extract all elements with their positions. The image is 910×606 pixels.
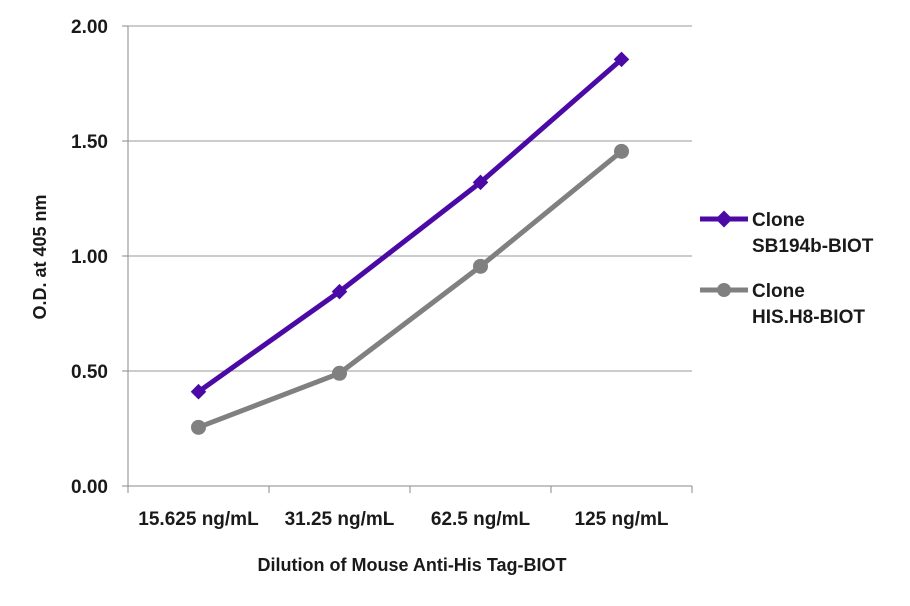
legend-label-hish8-line1: Clone xyxy=(752,281,805,302)
legend-label-sb194b-line1: Clone xyxy=(752,210,805,231)
series-layer xyxy=(190,51,630,435)
series-0-point-2 xyxy=(472,174,489,191)
y-tick-label-1: 0.50 xyxy=(71,362,108,383)
y-tick-label-2: 1.00 xyxy=(71,247,108,268)
series-line-1 xyxy=(196,148,624,430)
y-tick-label-3: 1.50 xyxy=(71,132,108,153)
x-tick-label-1: 31.25 ng/mL xyxy=(285,509,395,530)
x-tick-labels: 15.625 ng/mL 31.25 ng/mL 62.5 ng/mL 125 ng/… xyxy=(138,509,669,530)
y-tick-labels: 0.00 0.50 1.00 1.50 2.00 xyxy=(71,17,108,498)
gridlines xyxy=(128,25,692,372)
legend-label-hish8-line2: HIS.H8-BIOT xyxy=(752,307,865,328)
x-tick-label-0: 15.625 ng/mL xyxy=(138,509,259,530)
series-1-point-2 xyxy=(473,258,488,274)
x-axis-title: Dilution of Mouse Anti-His Tag-BIOT xyxy=(258,555,567,575)
legend-item-hish8: Clone HIS.H8-BIOT xyxy=(700,281,865,328)
x-tick-label-2: 62.5 ng/mL xyxy=(431,509,531,530)
legend-label-sb194b-line2: SB194b-BIOT xyxy=(752,236,874,257)
series-0-point-0 xyxy=(190,383,207,400)
legend: Clone SB194b-BIOT Clone HIS.H8-BIOT xyxy=(700,210,874,328)
x-tick-label-3: 125 ng/mL xyxy=(575,509,669,530)
y-tick-label-0: 0.00 xyxy=(71,477,108,498)
y-axis-title: O.D. at 405 nm xyxy=(30,194,50,319)
series-line-0 xyxy=(196,56,624,395)
series-1-point-3 xyxy=(614,143,629,159)
legend-marker-hish8 xyxy=(717,283,731,297)
series-1-point-1 xyxy=(332,365,347,381)
legend-marker-sb194b xyxy=(715,210,733,228)
legend-item-sb194b: Clone SB194b-BIOT xyxy=(700,210,874,257)
y-tick-label-4: 2.00 xyxy=(71,17,108,38)
axes xyxy=(122,25,693,493)
series-1-point-0 xyxy=(191,419,206,435)
